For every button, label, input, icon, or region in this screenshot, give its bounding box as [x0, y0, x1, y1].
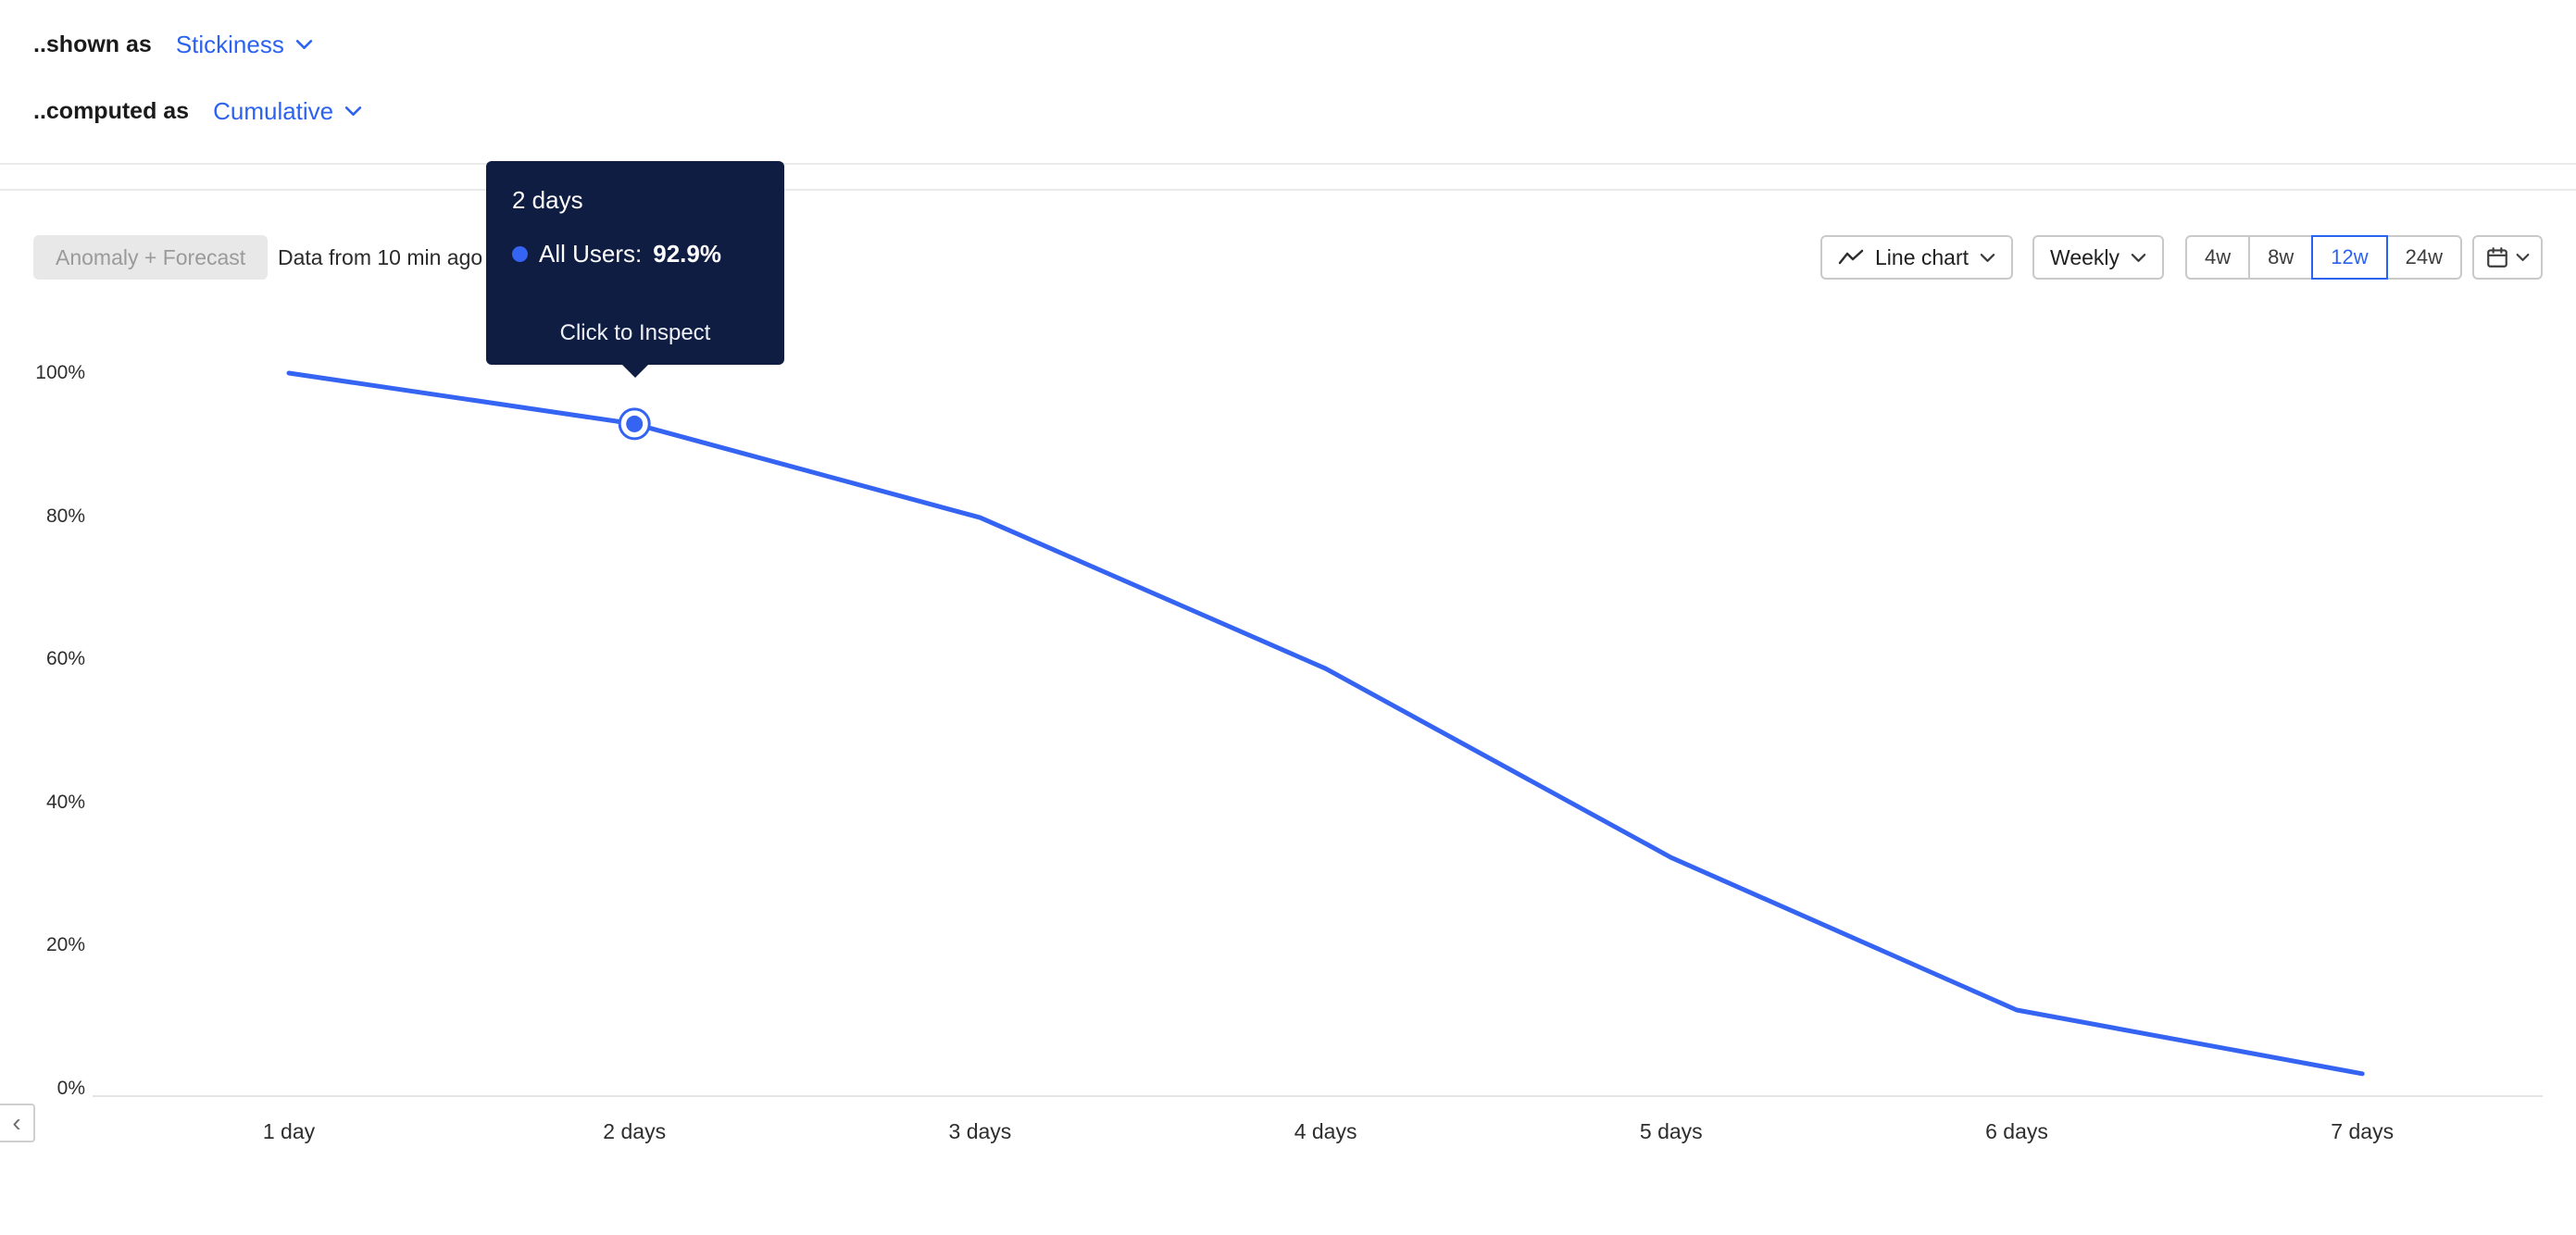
chart-panel: Anomaly + Forecast Data from 10 min ago …: [0, 189, 2576, 1235]
y-axis-tick-60%: 60%: [45, 648, 85, 670]
chart-type-value: Line chart: [1875, 244, 1970, 269]
interval-dropdown[interactable]: Weekly: [2032, 235, 2165, 280]
range-button-group: 4w 8w 12w 24w: [2185, 235, 2462, 280]
shown-as-row: ..shown as Stickiness: [33, 24, 313, 65]
x-axis-label-2-days: 2 days: [603, 1119, 667, 1143]
data-freshness-label: Data from 10 min ago: [278, 244, 483, 269]
x-axis-label-6-days: 6 days: [1985, 1119, 2048, 1143]
computed-as-label: ..computed as: [33, 97, 190, 124]
chart-config-header: ..shown as Stickiness ..computed as Cumu…: [0, 0, 2576, 165]
chart-controls: Line chart Weekly 4w 8w 12w 24w: [1820, 235, 2543, 280]
y-axis-tick-100%: 100%: [35, 362, 85, 383]
chart-type-dropdown[interactable]: Line chart: [1820, 235, 2014, 280]
interval-value: Weekly: [2050, 244, 2120, 269]
x-axis-label-7-days: 7 days: [2331, 1119, 2395, 1143]
chevron-down-icon: [1980, 253, 1995, 262]
chevron-down-icon: [295, 40, 313, 49]
date-range-button[interactable]: [2472, 235, 2543, 280]
line-chart-icon: [1838, 249, 1864, 265]
y-axis-tick-40%: 40%: [45, 791, 85, 813]
x-axis-label-5-days: 5 days: [1639, 1119, 1703, 1143]
y-axis-tick-0%: 0%: [56, 1078, 85, 1099]
tooltip-series-row: All Users: 92.9%: [512, 239, 758, 268]
y-axis-tick-80%: 80%: [45, 505, 85, 527]
x-axis-label-3-days: 3 days: [948, 1119, 1012, 1143]
range-button-4w[interactable]: 4w: [2185, 235, 2251, 280]
tooltip-title: 2 days: [512, 186, 583, 214]
computed-as-row: ..computed as Cumulative: [33, 91, 362, 131]
range-button-12w[interactable]: 12w: [2311, 235, 2388, 280]
tooltip-series-value: 92.9%: [653, 240, 721, 268]
collapse-panel-button[interactable]: ‹: [0, 1104, 35, 1142]
point-tooltip[interactable]: 2 days All Users: 92.9% Click to Inspect: [486, 161, 784, 365]
tooltip-action-hint: Click to Inspect: [559, 320, 711, 345]
shown-as-dropdown[interactable]: Stickiness: [176, 31, 313, 59]
chevron-down-icon: [2131, 253, 2146, 262]
computed-as-value: Cumulative: [213, 96, 334, 125]
anomaly-forecast-button[interactable]: Anomaly + Forecast: [33, 235, 269, 280]
shown-as-value: Stickiness: [175, 30, 284, 58]
y-axis-tick-20%: 20%: [45, 934, 85, 956]
chevron-down-icon: [345, 106, 362, 116]
x-axis-label-1-day: 1 day: [262, 1119, 316, 1143]
series-dot-icon: [512, 245, 528, 262]
tooltip-series-label: All Users:: [539, 240, 643, 268]
calendar-icon: [2487, 247, 2507, 268]
x-axis-label-4-days: 4 days: [1294, 1119, 1357, 1143]
computed-as-dropdown[interactable]: Cumulative: [213, 97, 362, 126]
range-button-8w[interactable]: 8w: [2248, 235, 2314, 280]
range-button-24w[interactable]: 24w: [2385, 235, 2462, 280]
shown-as-label: ..shown as: [33, 31, 152, 57]
chevron-down-icon: [2516, 254, 2530, 261]
